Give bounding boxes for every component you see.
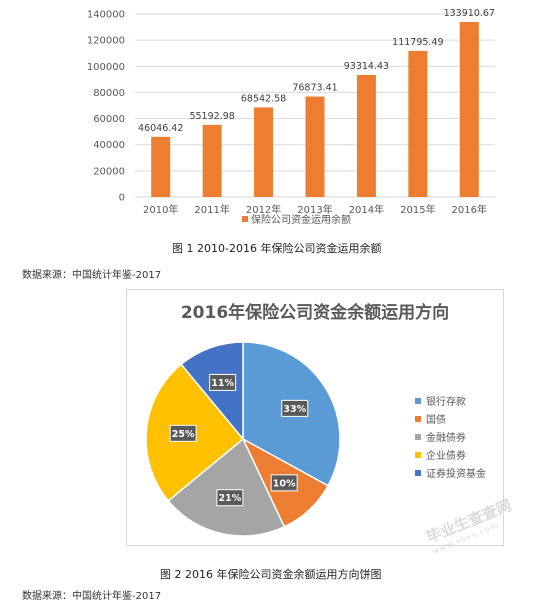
x-tick-label: 2014年 bbox=[349, 203, 384, 216]
x-tick-label: 2010年 bbox=[143, 203, 178, 216]
pie-legend-item: 企业债券 bbox=[415, 447, 466, 462]
bar-chart-source: 数据来源：中国统计年鉴-2017 bbox=[22, 270, 162, 281]
x-tick-label: 2012年 bbox=[246, 203, 281, 216]
pie-chart-panel: 2016年保险公司资金余额运用方向 33% 10% 21% 25% 11% 银行存款国债… bbox=[126, 289, 504, 546]
bar-chart-caption: 图 1 2010-2016 年保险公司资金运用余额 bbox=[172, 242, 382, 255]
x-tick-label: 2016年 bbox=[452, 203, 487, 216]
legend-swatch bbox=[415, 451, 421, 458]
pie-label-box bbox=[169, 424, 197, 442]
pie-slice bbox=[167, 437, 286, 537]
y-tick-label: 80000 bbox=[93, 88, 125, 99]
bar-data-label: 93314.43 bbox=[344, 61, 389, 72]
pie-legend-item: 国债 bbox=[415, 411, 446, 426]
legend-swatch bbox=[242, 216, 248, 222]
legend-label: 保险公司资金运用余额 bbox=[251, 213, 351, 226]
bar-data-label: 55192.98 bbox=[189, 111, 234, 122]
x-tick-label: 2013年 bbox=[297, 203, 332, 216]
pie-data-label: 10% bbox=[273, 478, 296, 489]
legend-swatch bbox=[415, 433, 421, 440]
legend-label: 证券投资基金 bbox=[426, 469, 486, 480]
bar bbox=[305, 96, 325, 197]
bar bbox=[151, 136, 171, 197]
bar-data-label: 133910.67 bbox=[444, 8, 495, 19]
bar-data-label: 68542.58 bbox=[241, 93, 286, 104]
bar bbox=[202, 124, 222, 197]
y-tick-label: 100000 bbox=[87, 62, 125, 73]
pie-data-label: 25% bbox=[172, 429, 195, 440]
pie-data-label: 11% bbox=[211, 378, 234, 389]
pie-data-label: 21% bbox=[219, 493, 242, 504]
y-tick-label: 40000 bbox=[93, 140, 125, 151]
bar-data-label: 111795.49 bbox=[392, 37, 443, 48]
pie-chart-source: 数据来源：中国统计年鉴-2017 bbox=[22, 591, 162, 602]
x-tick-label: 2011年 bbox=[194, 203, 229, 216]
bar bbox=[356, 75, 376, 197]
y-tick-label: 20000 bbox=[93, 166, 125, 177]
y-tick-label: 0 bbox=[119, 193, 125, 204]
y-tick-label: 60000 bbox=[93, 114, 125, 125]
pie-label-box bbox=[270, 474, 298, 492]
pie-legend-item: 银行存款 bbox=[415, 393, 466, 408]
bar-data-label: 46046.42 bbox=[138, 123, 183, 134]
legend-swatch bbox=[415, 415, 421, 422]
bar bbox=[254, 107, 274, 197]
pie-chart-title: 2016年保险公司资金余额运用方向 bbox=[180, 303, 450, 323]
pie-label-box bbox=[216, 489, 244, 507]
bar-chart: 0 20000 40000 60000 80000 100000 120000 140000 4… bbox=[87, 8, 495, 226]
legend-label: 金融债券 bbox=[426, 433, 466, 444]
pie-data-label: 33% bbox=[283, 404, 306, 415]
pie-label-box bbox=[281, 399, 309, 417]
bar-data-label: 76873.41 bbox=[292, 83, 337, 94]
pie-legend-item: 金融债券 bbox=[415, 429, 466, 444]
y-tick-label: 120000 bbox=[87, 36, 125, 47]
legend-label: 国债 bbox=[426, 415, 446, 426]
pie-chart: 33% 10% 21% 25% 11% bbox=[145, 341, 341, 537]
legend-swatch bbox=[415, 469, 421, 476]
y-tick-label: 140000 bbox=[87, 10, 125, 21]
legend-label: 银行存款 bbox=[426, 397, 466, 408]
pie-legend-item: 证券投资基金 bbox=[415, 465, 486, 480]
bar bbox=[459, 21, 479, 197]
x-tick-label: 2015年 bbox=[400, 203, 435, 216]
pie-label-box bbox=[209, 373, 237, 391]
bar bbox=[408, 50, 428, 197]
legend-swatch bbox=[415, 397, 421, 404]
pie-chart-caption: 图 2 2016 年保险公司资金余额运用方向饼图 bbox=[160, 568, 382, 581]
legend-label: 企业债券 bbox=[426, 451, 466, 462]
